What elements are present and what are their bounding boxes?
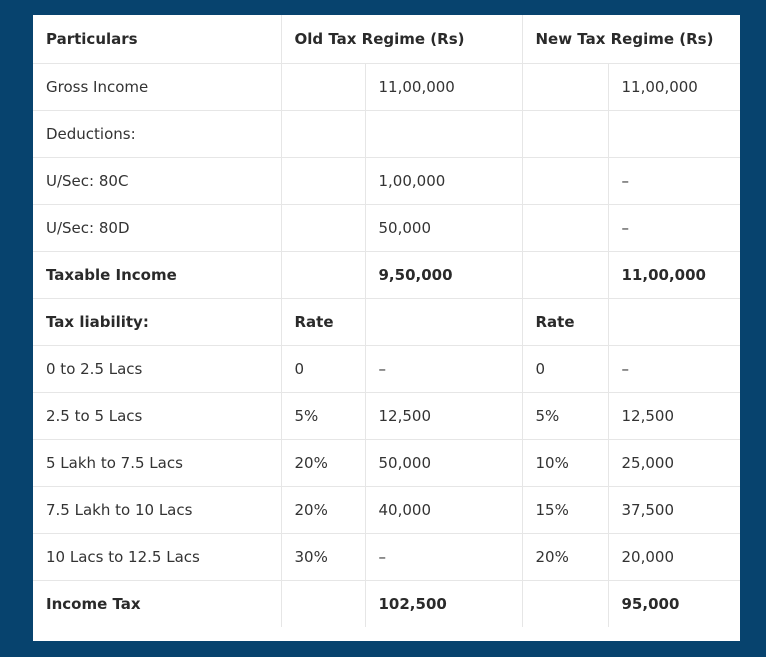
old-rate-cell [281,204,366,252]
new-value-cell: – [608,157,740,205]
table-row: U/Sec: 80C 1,00,000 – [33,157,740,205]
new-rate-cell: 20% [522,533,609,581]
new-value-cell: 95,000 [621,594,680,613]
old-value-cell: 50,000 [365,439,523,487]
old-value-cell: 1,00,000 [365,157,523,205]
new-rate-cell: 0 [522,345,609,393]
table-row: Gross Income 11,00,000 11,00,000 [33,63,740,111]
row-label: 0 to 2.5 Lacs [33,345,282,393]
old-rate-cell [281,251,366,299]
new-rate-cell [522,157,609,205]
new-rate-cell: 5% [522,392,609,440]
new-value-cell [608,110,740,158]
old-value-cell: – [365,533,523,581]
new-value-cell: – [608,345,740,393]
new-rate-cell [522,63,609,111]
new-value-cell: – [608,204,740,252]
old-value-cell: 9,50,000 [365,251,523,299]
new-rate-cell: 15% [522,486,609,534]
old-rate-cell [281,580,366,627]
new-value-cell: 25,000 [608,439,740,487]
old-rate-cell [281,110,366,158]
row-label: 10 Lacs to 12.5 Lacs [33,533,282,581]
row-label: 5 Lakh to 7.5 Lacs [33,439,282,487]
old-rate-cell [281,63,366,111]
old-rate-cell: 5% [281,392,366,440]
table-header-row: Particulars Old Tax Regime (Rs) New Tax … [33,15,740,64]
new-rate-cell: Rate [522,298,609,346]
old-value-cell: 40,000 [365,486,523,534]
old-value-cell: 12,500 [365,392,523,440]
tax-comparison-card: Particulars Old Tax Regime (Rs) New Tax … [33,15,740,641]
new-rate-cell [522,110,609,158]
new-rate-cell [522,580,609,627]
table-row: Income Tax 102,500 95,000 [33,580,740,627]
old-rate-cell: Rate [281,298,366,346]
new-value-cell: 12,500 [608,392,740,440]
old-rate-cell: 0 [281,345,366,393]
new-rate-cell: 10% [522,439,609,487]
new-value-cell [608,298,740,346]
table-row: 10 Lacs to 12.5 Lacs 30% –20% 20,000 [33,533,740,581]
table-row: 7.5 Lakh to 10 Lacs 20% 40,000 15% 37,500 [33,486,740,534]
header-old-regime: Old Tax Regime (Rs) [281,15,523,64]
table-row: 5 Lakh to 7.5 Lacs 20% 50,000 10% 25,000 [33,439,740,487]
old-value-cell [365,110,523,158]
row-label: U/Sec: 80D [33,204,282,252]
old-rate-cell [281,157,366,205]
table-row: 2.5 to 5 Lacs 5% 12,500 5% 12,500 [33,392,740,440]
tax-comparison-table: Particulars Old Tax Regime (Rs) New Tax … [33,15,740,627]
row-label: Tax liability: [33,298,282,346]
table-row: Tax liability: Rate Rate [33,298,740,346]
row-label: 7.5 Lakh to 10 Lacs [33,486,282,534]
row-label: Deductions: [33,110,282,158]
row-label: Gross Income [33,63,282,111]
new-value-cell: 11,00,000 [608,63,740,111]
new-value-cell: 20,000 [608,533,740,581]
old-value-cell [365,298,523,346]
row-label: Income Tax [33,580,282,627]
row-label: 2.5 to 5 Lacs [33,392,282,440]
table-row: Deductions: [33,110,740,158]
new-value-cell: 37,500 [608,486,740,534]
old-value-cell: 50,000 [365,204,523,252]
header-particulars: Particulars [33,15,282,64]
old-rate-cell: 30% [281,533,366,581]
new-value-cell: 11,00,000 [608,251,740,299]
old-value-cell: 102,500 [365,580,523,627]
table-row: U/Sec: 80D 50,000 – [33,204,740,252]
old-rate-cell: 20% [281,486,366,534]
old-value-cell: 11,00,000 [365,63,523,111]
new-rate-cell [522,204,609,252]
row-label: U/Sec: 80C [33,157,282,205]
table-row: 0 to 2.5 Lacs 0–0– [33,345,740,393]
table-row: Taxable Income 9,50,000 11,00,000 [33,251,740,299]
old-rate-cell: 20% [281,439,366,487]
header-new-regime: New Tax Regime (Rs) [522,15,740,64]
row-label: Taxable Income [33,251,282,299]
old-value-cell: – [365,345,523,393]
new-rate-cell [522,251,609,299]
